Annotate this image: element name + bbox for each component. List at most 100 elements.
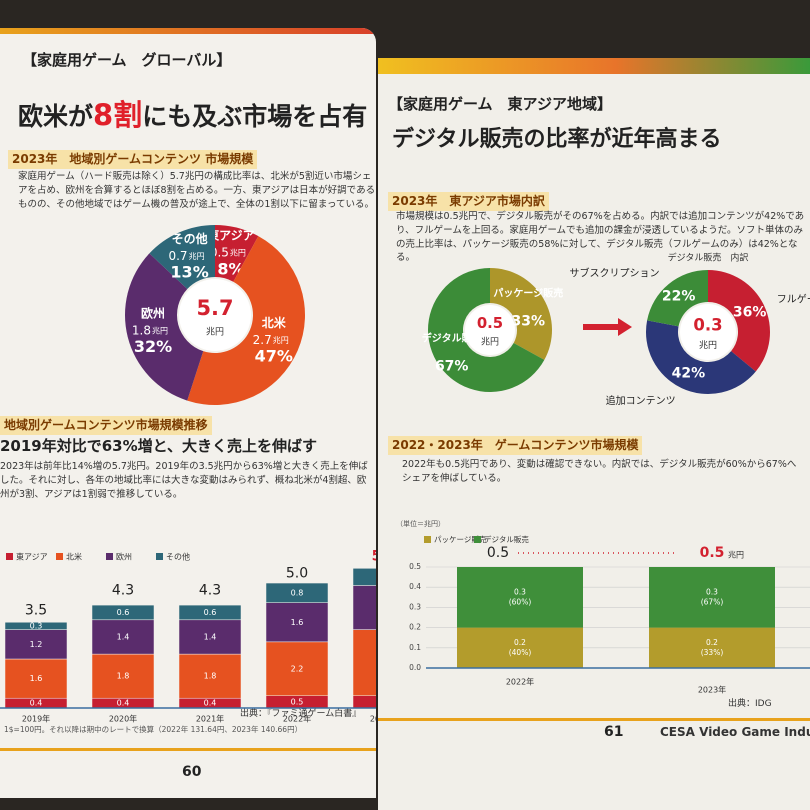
- donut-segment: [427, 268, 545, 393]
- donut-title: 2023年 地域別ゲームコンテンツ 市場規模: [8, 150, 258, 170]
- donut-segment: [215, 225, 259, 282]
- footnote: 1$=100円。それ以降は期中のレートで換算（2022年 131.64円、202…: [4, 725, 303, 734]
- bar-segment: [91, 619, 155, 655]
- bar-value: 0.8: [291, 588, 304, 597]
- bottom-rule: [378, 718, 810, 721]
- bars-text: 2022年も0.5兆円であり、変動は確認できない。内訳では、デジタル販売が60%…: [402, 459, 797, 484]
- right-graphics: パッケージ販売33%デジタル販売67%0.5兆円フルゲーム36%追加コンテンツ4…: [396, 252, 810, 695]
- legend-label: 欧州: [116, 552, 132, 562]
- y-tick-label: 0.2: [409, 623, 421, 632]
- bar-total: 0.5: [487, 545, 509, 561]
- bar-value: 1.6: [30, 674, 43, 683]
- bars-title: 2022・2023年 ゲームコンテンツ市場規模: [388, 436, 643, 456]
- donut-center: [179, 279, 251, 351]
- bottom-rule: [0, 748, 376, 751]
- segment-share: 47%: [255, 347, 293, 366]
- segment-share: 32%: [134, 337, 172, 356]
- bar-value: 0.6: [204, 608, 217, 617]
- center-unit: 兆円: [481, 337, 499, 348]
- center-value: 0.3: [693, 316, 722, 335]
- headline-pre: 欧米が: [18, 102, 94, 131]
- bar-segment: [457, 627, 583, 668]
- bar-value: 1.4: [204, 632, 217, 641]
- bar-segment: [352, 629, 376, 696]
- segment-value: 0.7: [168, 249, 187, 263]
- center-unit: 兆円: [206, 327, 224, 338]
- bar-share: (67%): [701, 597, 724, 606]
- x-tick-label: 2020年: [109, 714, 137, 724]
- donut-title: 2023年 東アジア市場内訳: [388, 192, 549, 212]
- y-tick-label: 0.0: [409, 663, 421, 672]
- bar-value: 0.4: [117, 699, 130, 708]
- center-unit: 兆円: [699, 340, 717, 351]
- segment-share: 42%: [672, 366, 706, 382]
- unit-label: （単位＝兆円）: [396, 519, 445, 528]
- bar-total: 4.3: [112, 583, 134, 599]
- bar-value: 2.2: [291, 664, 304, 673]
- segment-share: 36%: [733, 304, 767, 320]
- headline: デジタル販売の比率が近年高まる: [392, 127, 722, 152]
- legend-label: 東アジア: [16, 552, 48, 562]
- left-page: 【家庭用ゲーム グローバル】 欧米が8割にも及ぶ市場を占有 2023年 地域別ゲ…: [0, 28, 376, 798]
- trend-title: 地域別ゲームコンテンツ市場規模推移: [0, 416, 212, 436]
- bar-segment: [4, 658, 68, 699]
- bar-total: 3.5: [25, 602, 47, 618]
- footer: CESA Video Game Industry: [660, 725, 810, 739]
- segment-value: 2.7: [253, 333, 272, 347]
- segment-name: 東アジア: [207, 228, 255, 243]
- bar-segment: [352, 695, 376, 709]
- bar-value: 1.4: [117, 632, 130, 641]
- donut-segment: [646, 320, 756, 394]
- trend-headline: 2019年対比で63%増と、大きく売上を伸ばす: [0, 437, 318, 455]
- y-tick-label: 0.4: [409, 582, 421, 591]
- bar-value: 0.3: [30, 621, 43, 630]
- page-number: 60: [182, 764, 202, 780]
- y-tick-label: 0.1: [409, 643, 421, 652]
- bar-total: 5.0: [286, 566, 308, 582]
- headline-post: にも及ぶ市場を占有: [142, 102, 368, 131]
- bar-total: 4.3: [199, 583, 221, 599]
- donut-segment: [125, 253, 204, 401]
- segment-share: 8%: [217, 259, 244, 278]
- bar-segment: [91, 653, 155, 699]
- y-tick-label: 0.5: [409, 562, 421, 571]
- headline-accent: 8割: [93, 98, 143, 132]
- bar-segment: [178, 604, 242, 621]
- donut-segment: [647, 270, 708, 327]
- center-value: 5.7: [196, 296, 233, 320]
- x-tick-label: 2019年: [22, 714, 50, 724]
- bar-share: (33%): [701, 648, 724, 657]
- right-page: 【家庭用ゲーム 東アジア地域】 デジタル販売の比率が近年高まる 2023年 東ア…: [378, 58, 810, 810]
- legend-swatch: [474, 536, 481, 543]
- section-label: 【家庭用ゲーム 東アジア地域】: [388, 95, 612, 113]
- segment-name: サブスクリプション: [570, 266, 660, 279]
- segment-share: 33%: [512, 313, 546, 329]
- legend-swatch: [56, 553, 63, 560]
- bar-segment: [457, 567, 583, 628]
- segment-value: 1.8: [132, 323, 151, 337]
- bar-segment: [178, 653, 242, 699]
- donut-segment: [149, 225, 215, 289]
- donut-title: デジタル販売 内訳: [668, 252, 749, 264]
- segment-unit: 兆円: [230, 248, 246, 258]
- center-value: 0.5: [477, 314, 503, 332]
- donut-segment: [490, 268, 552, 360]
- bar-segment: [649, 627, 775, 668]
- total-unit: 兆円: [728, 550, 744, 560]
- bar-segment: [649, 567, 775, 628]
- segment-share: 13%: [170, 263, 208, 282]
- bar-segment: [265, 582, 329, 603]
- segment-name: 北米: [262, 315, 287, 330]
- legend-swatch: [424, 536, 431, 543]
- legend-swatch: [106, 553, 113, 560]
- bar-share: (40%): [509, 648, 532, 657]
- segment-share: 67%: [435, 359, 469, 375]
- y-tick-label: 0.3: [409, 602, 421, 611]
- bar-value: 0.2: [706, 638, 718, 647]
- donut-text: 家庭用ゲーム（ハード販売は除く）5.7兆円の構成比率は、北米が5割近い市場シェア…: [18, 171, 376, 210]
- page-number: 61: [604, 724, 624, 740]
- segment-name: フルゲーム: [777, 294, 810, 306]
- donut-center: [680, 304, 736, 360]
- segment-name: パッケージ販売: [493, 286, 563, 299]
